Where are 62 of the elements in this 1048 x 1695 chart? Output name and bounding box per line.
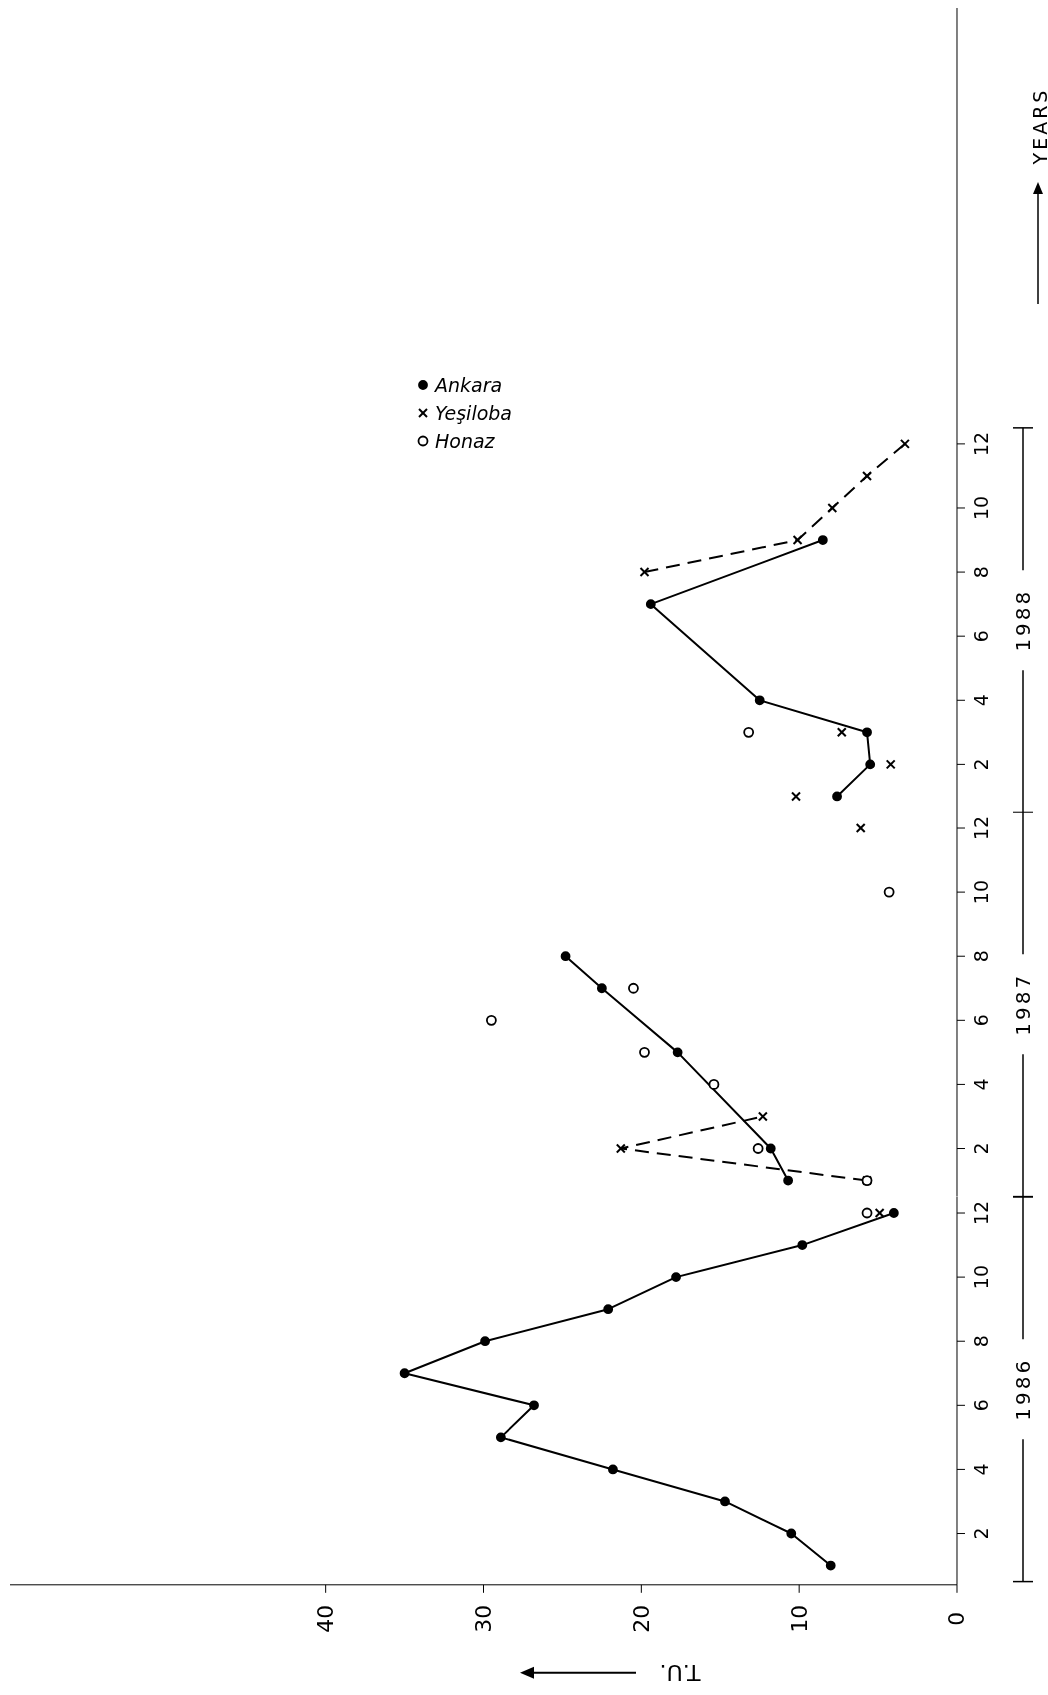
point — [832, 791, 842, 802]
y-tick-label: 6 — [969, 1399, 992, 1412]
point — [672, 1047, 683, 1058]
point — [708, 1079, 720, 1091]
y-axis-title: 1988 — [1011, 588, 1035, 652]
point — [720, 1496, 730, 1507]
legend-label: Yeşiloba — [435, 402, 512, 424]
point — [888, 1208, 899, 1218]
point — [786, 1528, 797, 1539]
point — [529, 1400, 539, 1411]
x-tick-label: 10 — [786, 1604, 812, 1633]
y-axis-title: 1987 — [1011, 973, 1035, 1037]
y-tick-label: 12 — [969, 1200, 992, 1226]
point — [639, 1047, 650, 1059]
point — [797, 1240, 808, 1251]
x-tick-label: 30 — [471, 1604, 496, 1633]
point — [628, 983, 639, 995]
text: YEARS — [1029, 87, 1048, 166]
legend-label: Ankara — [433, 374, 503, 396]
y-tick-label: 12 — [969, 816, 992, 841]
point — [608, 1464, 618, 1475]
y-tick-label: 2 — [970, 758, 992, 771]
point — [399, 1368, 410, 1379]
point — [485, 1015, 497, 1027]
x-axis-title: T.U. — [659, 1660, 702, 1686]
x-tick-label: 0 — [944, 1611, 970, 1626]
y-tick-label: 10 — [970, 495, 992, 521]
point — [560, 951, 571, 962]
y-tick-label: 4 — [969, 1078, 992, 1091]
y-tick-label: 2 — [969, 1142, 992, 1156]
point — [765, 1144, 776, 1154]
point — [883, 887, 895, 898]
point — [825, 1560, 836, 1571]
y-tick-label: 12 — [970, 431, 992, 456]
y-tick-label: 10 — [969, 1265, 992, 1290]
x-tick-label: 20 — [628, 1604, 654, 1633]
y-tick-label: 4 — [970, 694, 992, 707]
point — [861, 1207, 873, 1219]
y-tick-label: 10 — [969, 880, 992, 905]
y-tick-label: 6 — [970, 630, 992, 643]
point — [862, 727, 872, 738]
x-tick-label: 40 — [313, 1604, 339, 1633]
y-tick-label: 8 — [969, 950, 992, 963]
y-tick-label: 2 — [969, 1527, 992, 1540]
point — [865, 759, 876, 770]
y-tick-label: 4 — [969, 1463, 992, 1476]
point — [671, 1272, 681, 1283]
y-tick-label: 6 — [969, 1014, 992, 1027]
point — [783, 1176, 794, 1186]
point — [603, 1304, 614, 1315]
point — [480, 1336, 490, 1347]
point — [743, 726, 755, 738]
point — [754, 695, 765, 706]
y-tick-label: 8 — [969, 1335, 992, 1348]
point — [645, 599, 656, 610]
legend-label: Honaz — [435, 430, 496, 452]
point — [495, 1432, 506, 1443]
y-axis-title: 1986 — [1011, 1357, 1035, 1421]
point — [596, 983, 607, 994]
y-tick-label: 8 — [970, 566, 992, 579]
point — [817, 535, 828, 545]
point — [752, 1143, 764, 1155]
